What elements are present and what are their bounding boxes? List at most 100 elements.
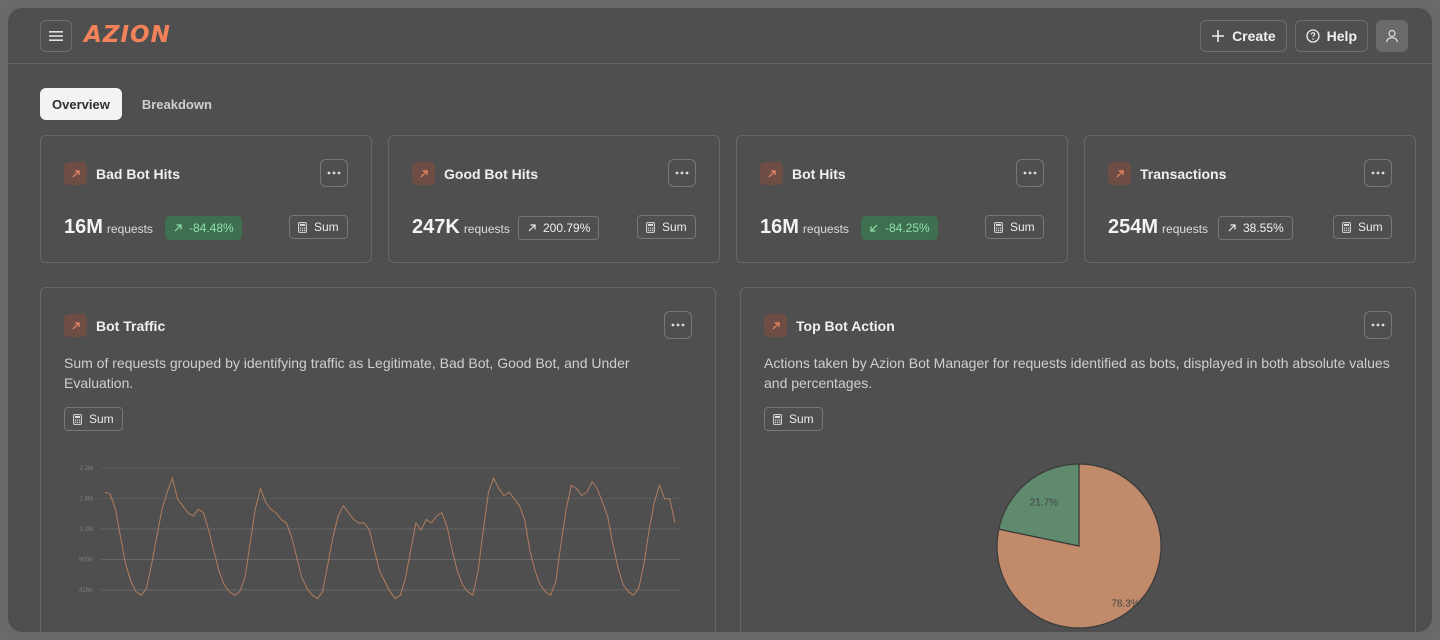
arrow-down-left-icon — [870, 224, 878, 232]
calculator-icon — [73, 413, 82, 425]
kpi-unit: requests — [1162, 222, 1209, 236]
more-options-button[interactable] — [1364, 159, 1392, 187]
trend-icon — [64, 314, 87, 337]
kpi-card-bad-bot-hits: Bad Bot Hits 16M requests -84.48% Sum — [40, 135, 372, 263]
kpi-unit: requests — [802, 222, 849, 236]
series-line — [104, 476, 676, 600]
aggregation-label: Sum — [314, 220, 339, 234]
delta-value: -84.48% — [189, 221, 234, 235]
calculator-icon — [1342, 221, 1351, 233]
trend-icon — [764, 314, 787, 337]
delta-badge: 38.55% — [1218, 216, 1293, 240]
delta-value: 38.55% — [1243, 221, 1284, 235]
kpi-value-group: 16M requests — [760, 216, 849, 239]
hamburger-icon — [49, 31, 63, 41]
kpi-value-group: 16M requests — [64, 216, 153, 239]
aggregation-badge: Sum — [64, 407, 123, 431]
user-icon — [1385, 29, 1399, 43]
delta-value: 200.79% — [543, 221, 591, 235]
aggregation-label: Sum — [789, 412, 814, 426]
kpi-card-transactions: Transactions 254M requests 38.55% Sum — [1084, 135, 1416, 263]
pie-slice-label: 21.7% — [1030, 498, 1058, 509]
delta-badge: 200.79% — [518, 216, 600, 240]
y-tick-label: 900K — [79, 558, 93, 564]
more-options-button[interactable] — [1016, 159, 1044, 187]
aggregation-label: Sum — [1358, 220, 1383, 234]
more-options-button[interactable] — [664, 311, 692, 339]
kpi-unit: requests — [463, 222, 510, 236]
bot-traffic-line-chart: 2.2M 1.8M 1.3M 900K 425K — [79, 466, 681, 600]
kpi-card-good-bot-hits: Good Bot Hits 247K requests 200.79% Sum — [388, 135, 720, 263]
kpi-value: 16M — [760, 216, 799, 238]
plus-icon — [1212, 30, 1225, 42]
aggregation-badge: Sum — [764, 407, 823, 431]
calculator-icon — [773, 413, 782, 425]
top-bot-action-card: Top Bot Action Actions taken by Azion Bo… — [740, 287, 1416, 632]
create-button[interactable]: Create — [1200, 20, 1287, 52]
arrow-up-right-icon — [1228, 224, 1236, 232]
ellipsis-icon — [675, 171, 689, 175]
aggregation-label: Sum — [662, 220, 687, 234]
ellipsis-icon — [1371, 171, 1385, 175]
y-tick-label: 1.3M — [80, 527, 93, 533]
ellipsis-icon — [1371, 323, 1385, 327]
card-description: Actions taken by Azion Bot Manager for r… — [764, 355, 1390, 391]
help-button[interactable]: Help — [1294, 20, 1368, 52]
arrow-up-right-icon — [174, 224, 182, 232]
azion-logo[interactable]: AZION — [84, 22, 171, 48]
calculator-icon — [994, 221, 1003, 233]
kpi-card-bot-hits: Bot Hits 16M requests -84.25% Sum — [736, 135, 1068, 263]
aggregation-badge: Sum — [637, 215, 696, 239]
trend-icon — [64, 162, 87, 185]
tab-breakdown[interactable]: Breakdown — [141, 96, 212, 112]
kpi-title: Good Bot Hits — [444, 166, 539, 182]
pie-slice-label: 78.3% — [1111, 598, 1139, 609]
card-title: Top Bot Action — [796, 318, 895, 334]
y-tick-label: 425K — [79, 588, 93, 594]
card-description: Sum of requests grouped by identifying t… — [64, 355, 630, 391]
delta-value: -84.25% — [885, 221, 930, 235]
bot-traffic-card: Bot Traffic Sum of requests grouped by i… — [40, 287, 716, 632]
kpi-value-group: 247K requests — [412, 216, 510, 239]
y-tick-label: 2.2M — [80, 466, 93, 472]
tab-overview[interactable]: Overview — [40, 88, 122, 120]
arrow-up-right-icon — [528, 224, 536, 232]
aggregation-label: Sum — [1010, 220, 1035, 234]
top-bar: AZION Create Help — [8, 8, 1432, 64]
create-label: Create — [1232, 28, 1276, 44]
help-icon — [1306, 29, 1320, 43]
kpi-title: Bot Hits — [792, 166, 846, 182]
kpi-title: Transactions — [1140, 166, 1227, 182]
kpi-value: 247K — [412, 216, 460, 238]
y-tick-label: 1.8M — [80, 497, 93, 503]
aggregation-badge: Sum — [1333, 215, 1392, 239]
more-options-button[interactable] — [1364, 311, 1392, 339]
menu-button[interactable] — [40, 20, 72, 52]
delta-badge: -84.25% — [861, 216, 938, 240]
aggregation-badge: Sum — [985, 215, 1044, 239]
calculator-icon — [646, 221, 655, 233]
calculator-icon — [298, 221, 307, 233]
aggregation-badge: Sum — [289, 215, 348, 239]
trend-icon — [1108, 162, 1131, 185]
ellipsis-icon — [671, 323, 685, 327]
kpi-title: Bad Bot Hits — [96, 166, 180, 182]
help-label: Help — [1326, 28, 1357, 44]
kpi-value: 254M — [1108, 216, 1159, 238]
user-menu-button[interactable] — [1376, 20, 1408, 52]
more-options-button[interactable] — [320, 159, 348, 187]
kpi-value: 16M — [64, 216, 103, 238]
trend-icon — [760, 162, 783, 185]
kpi-unit: requests — [106, 222, 153, 236]
ellipsis-icon — [327, 171, 341, 175]
delta-badge: -84.48% — [165, 216, 242, 240]
kpi-value-group: 254M requests — [1108, 216, 1208, 239]
tab-bar: Overview Breakdown — [40, 88, 224, 120]
ellipsis-icon — [1023, 171, 1037, 175]
more-options-button[interactable] — [668, 159, 696, 187]
pie-slice — [998, 463, 1080, 547]
card-title: Bot Traffic — [96, 318, 166, 334]
top-bot-action-pie-chart: 78.3% 21.7% — [996, 463, 1162, 629]
trend-icon — [412, 162, 435, 185]
